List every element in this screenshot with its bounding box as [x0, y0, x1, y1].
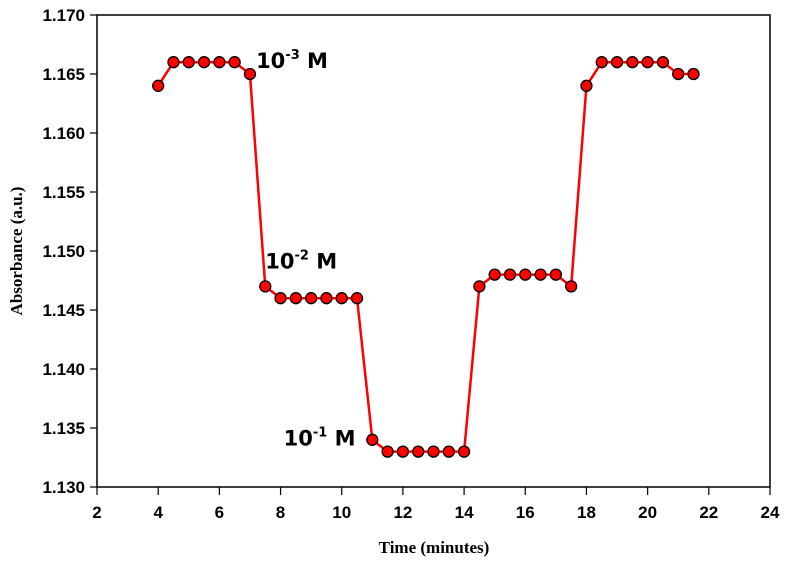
y-tick-label: 1.140 — [42, 360, 85, 379]
x-tick-label: 10 — [332, 503, 351, 522]
data-point — [473, 280, 486, 293]
x-axis-title: Time (minutes) — [379, 538, 490, 557]
data-point — [626, 56, 639, 69]
y-tick-label: 1.145 — [42, 301, 85, 320]
data-point — [595, 56, 608, 69]
x-tick-label: 16 — [516, 503, 535, 522]
data-point — [381, 445, 394, 458]
data-point — [335, 292, 348, 305]
data-point — [503, 268, 517, 281]
data-series — [152, 56, 700, 458]
data-point — [610, 56, 624, 69]
x-tick-label: 6 — [215, 503, 224, 522]
data-point — [427, 445, 440, 458]
x-tick-label: 24 — [761, 503, 780, 522]
x-tick-label: 14 — [455, 503, 474, 522]
y-tick-label: 1.170 — [42, 6, 85, 25]
y-tick-label: 1.155 — [42, 183, 85, 202]
data-point — [274, 292, 287, 305]
series-line — [157, 60, 694, 453]
y-axis: 1.130 1.135 1.140 1.145 1.150 1.155 1.160 1.165… — [42, 6, 97, 497]
data-point — [366, 433, 379, 446]
data-point — [197, 56, 211, 69]
y-tick-label: 1.150 — [42, 242, 85, 261]
y-tick-label: 1.135 — [42, 419, 85, 438]
concentration-label: 10-3 M — [256, 48, 328, 73]
data-point — [350, 292, 364, 305]
data-point — [565, 280, 578, 293]
y-tick-label: 1.160 — [42, 124, 85, 143]
data-point — [656, 56, 670, 69]
data-point — [213, 56, 226, 69]
plot-border — [96, 14, 771, 488]
y-tick-label: 1.130 — [42, 478, 85, 497]
data-point — [182, 56, 195, 69]
x-tick-label: 22 — [699, 503, 718, 522]
concentration-label: 10-2 M — [265, 249, 337, 274]
x-tick-label: 12 — [393, 503, 412, 522]
data-point — [687, 67, 700, 81]
data-point — [442, 445, 455, 458]
x-tick-label: 2 — [92, 503, 101, 522]
data-point — [641, 56, 654, 69]
y-axis-title: Absorbance (a.u.) — [7, 187, 26, 316]
data-point — [320, 292, 333, 305]
data-point — [167, 56, 180, 69]
x-tick-label: 8 — [276, 503, 285, 522]
data-point — [457, 445, 471, 458]
data-point — [519, 268, 532, 281]
data-point — [549, 268, 563, 281]
plot-frame — [96, 14, 771, 488]
concentration-label: 10-1 M — [284, 426, 356, 451]
data-point — [488, 268, 501, 281]
data-point — [152, 79, 165, 92]
data-point — [580, 79, 593, 92]
x-tick-label: 18 — [577, 503, 596, 522]
data-point — [534, 268, 547, 281]
data-point — [228, 56, 241, 69]
data-point — [304, 292, 318, 305]
data-point — [672, 67, 685, 81]
y-tick-label: 1.165 — [42, 65, 85, 84]
data-point — [396, 445, 410, 458]
x-tick-label: 4 — [153, 503, 163, 522]
data-point — [243, 67, 257, 81]
data-point — [259, 280, 272, 293]
concentration-annotations: 10-3 M 10-2 M 10-1 M — [256, 48, 355, 451]
x-axis: 2 4 6 8 10 12 14 16 18 20 22 24 — [92, 487, 780, 522]
data-point — [289, 292, 302, 305]
x-tick-label: 20 — [638, 503, 657, 522]
data-point — [412, 445, 425, 458]
